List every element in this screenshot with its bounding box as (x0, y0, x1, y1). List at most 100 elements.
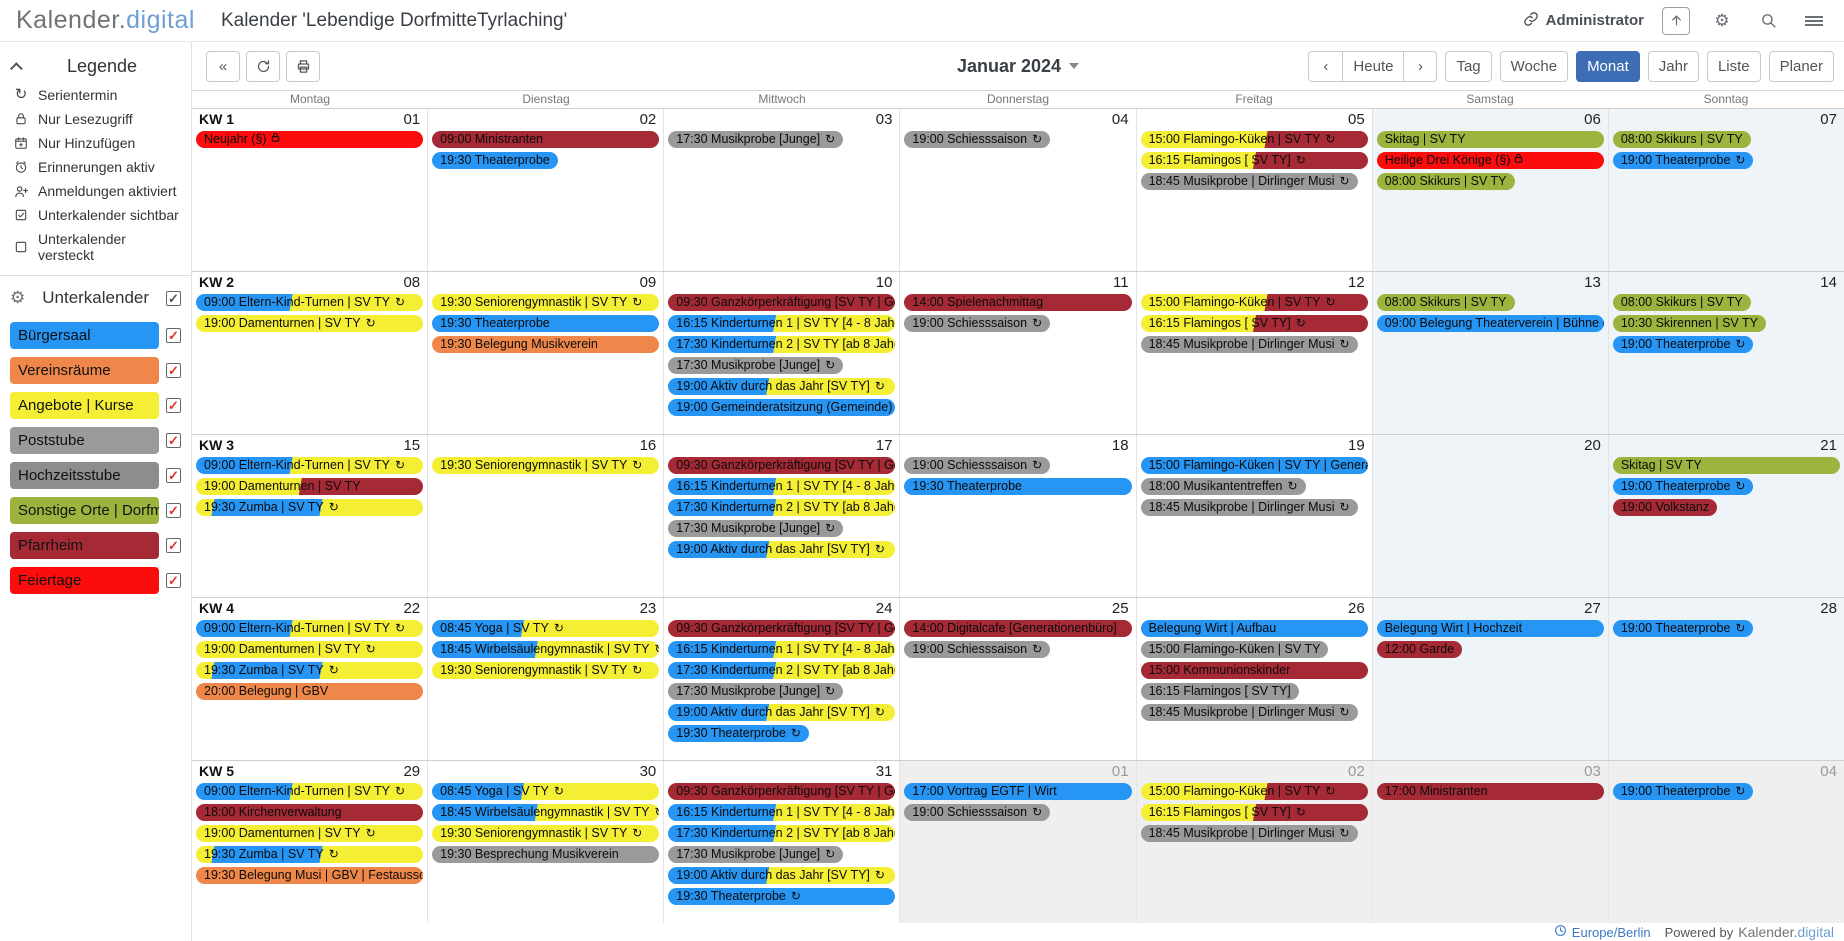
event-pill[interactable]: 19:30 Theaterprobe (432, 152, 558, 169)
view-button-jahr[interactable]: Jahr (1647, 50, 1699, 82)
subcalendar-item[interactable]: Sonstige Orte | Dorfm... ✓ (10, 497, 181, 524)
event-pill[interactable]: 19:00 Schiesssaison ↻ (904, 315, 1051, 332)
event-pill[interactable]: 19:00 Theaterprobe ↻ (1612, 336, 1754, 353)
event-pill[interactable]: 19:00 Aktiv durch das Jahr [SV TY] ↻ (668, 378, 896, 395)
event-pill[interactable]: 09:30 Ganzkörperkräftigung [SV TY | Gene… (668, 457, 896, 474)
event-pill[interactable]: 19:30 Theaterprobe ↻ (668, 888, 896, 905)
event-pill[interactable]: 10:30 Skirennen | SV TY (1612, 315, 1766, 332)
event-pill[interactable]: 12:00 Garde (1376, 641, 1463, 658)
event-pill[interactable]: Belegung Wirt | Hochzeit (1376, 620, 1604, 637)
event-pill[interactable]: 17:30 Musikprobe [Junge] ↻ (668, 846, 844, 863)
event-pill[interactable]: 15:00 Kommunionskinder (1140, 662, 1368, 679)
print-button[interactable] (286, 50, 320, 82)
event-pill[interactable]: 14:00 Digitalcafe [Generationenbüro] (904, 620, 1132, 637)
view-button-tag[interactable]: Tag (1445, 50, 1492, 82)
subcalendar-checkbox[interactable]: ✓ (166, 363, 181, 378)
day-cell[interactable]: KW 1 01 Neujahr (§) (192, 109, 429, 271)
event-pill[interactable]: 18:45 Musikprobe | Dirlinger Musi ↻ (1140, 499, 1358, 516)
prev-month-button[interactable]: ‹ (1308, 50, 1343, 82)
subcalendar-checkbox[interactable]: ✓ (166, 538, 181, 553)
event-pill[interactable]: 09:00 Eltern-Kind-Turnen | SV TY ↻ (196, 294, 424, 311)
event-pill[interactable]: 16:15 Kinderturnen 1 | SV TY [4 - 8 Jahr… (668, 641, 896, 658)
event-pill[interactable]: 15:00 Flamingo-Küken | SV TY (1140, 641, 1329, 658)
event-pill[interactable]: 19:30 Seniorengymnastik | SV TY ↻ (432, 294, 660, 311)
event-pill[interactable]: 08:00 Skikurs | SV TY (1376, 173, 1515, 190)
day-cell[interactable]: KW 2 08 09:00 Eltern-Kind-Turnen | SV TY ↻ 1… (192, 272, 429, 434)
day-cell[interactable]: 02 15:00 Flamingo-Küken | SV TY ↻ 16:15 Fla… (1136, 761, 1373, 923)
day-cell[interactable]: 18 19:00 Schiesssaison ↻ 19:30 Theaterprobe (900, 435, 1137, 597)
subcalendar-item[interactable]: Vereinsräume ✓ (10, 357, 181, 384)
event-pill[interactable]: 19:30 Belegung Musikverein (432, 336, 660, 353)
app-logo[interactable]: Kalender.digital (16, 6, 195, 34)
event-pill[interactable]: 08:45 Yoga | SV TY ↻ (432, 620, 660, 637)
event-pill[interactable]: Skitag | SV TY (1376, 131, 1604, 148)
event-pill[interactable]: 09:00 Belegung Theaterverein | Bühne mal… (1376, 315, 1604, 332)
day-cell[interactable]: 10 09:30 Ganzkörperkräftigung [SV TY | Ge… (664, 272, 901, 434)
event-pill[interactable]: 19:30 Theaterprobe ↻ (668, 725, 809, 742)
day-cell[interactable]: 19 15:00 Flamingo-Küken | SV TY | General… (1137, 435, 1373, 597)
event-pill[interactable]: 16:15 Kinderturnen 1 | SV TY [4 - 8 Jahr… (668, 478, 896, 495)
day-cell[interactable]: 25 14:00 Digitalcafe [Generationenbüro] 19… (900, 598, 1137, 760)
search-icon[interactable] (1754, 7, 1782, 35)
event-pill[interactable]: 19:30 Besprechung Musikverein (432, 846, 660, 863)
event-pill[interactable]: 19:30 Belegung Musi | GBV | Festausschus… (196, 867, 424, 884)
event-pill[interactable]: 16:15 Flamingos [ SV TY] ↻ (1140, 315, 1368, 332)
event-pill[interactable]: 17:30 Musikprobe [Junge] ↻ (668, 520, 844, 537)
event-pill[interactable]: 09:00 Eltern-Kind-Turnen | SV TY ↻ (196, 620, 424, 637)
collapse-sidebar-button[interactable]: « (206, 50, 240, 82)
day-cell[interactable]: 05 15:00 Flamingo-Küken | SV TY ↻ 16:15 Fla… (1137, 109, 1373, 271)
event-pill[interactable]: 18:45 Musikprobe | Dirlinger Musi ↻ (1140, 704, 1358, 721)
event-pill[interactable]: 09:00 Eltern-Kind-Turnen | SV TY ↻ (196, 457, 424, 474)
event-pill[interactable]: 19:00 Theaterprobe ↻ (1612, 478, 1754, 495)
event-pill[interactable]: 16:15 Kinderturnen 1 | SV TY [4 - 8 Jahr… (668, 315, 896, 332)
day-cell[interactable]: 09 19:30 Seniorengymnastik | SV TY ↻ 19:30 … (428, 272, 665, 434)
event-pill[interactable]: 19:30 Seniorengymnastik | SV TY ↻ (432, 662, 660, 679)
event-pill[interactable]: 18:45 Wirbelsäulengymnastik | SV TY ↻ (432, 804, 660, 821)
event-pill[interactable]: 20:00 Belegung | GBV (196, 683, 424, 700)
event-pill[interactable]: 15:00 Flamingo-Küken | SV TY ↻ (1140, 783, 1368, 800)
event-pill[interactable]: 15:00 Flamingo-Küken | SV TY ↻ (1140, 131, 1368, 148)
event-pill[interactable]: 18:45 Wirbelsäulengymnastik | SV TY ↻ (432, 641, 660, 658)
subcalendar-item[interactable]: Feiertage ✓ (10, 567, 181, 594)
day-cell[interactable]: 14 08:00 Skikurs | SV TY 10:30 Skirennen |… (1608, 272, 1844, 434)
day-cell[interactable]: 03 17:00 Ministranten (1372, 761, 1609, 923)
day-cell[interactable]: 12 15:00 Flamingo-Küken | SV TY ↻ 16:15 Fla… (1137, 272, 1373, 434)
view-button-planer[interactable]: Planer (1768, 50, 1834, 82)
event-pill[interactable]: 17:00 Vortrag EGTF | Wirt (904, 783, 1132, 800)
subcalendar-checkbox[interactable]: ✓ (166, 398, 181, 413)
event-pill[interactable]: 19:30 Theaterprobe (432, 315, 660, 332)
event-pill[interactable]: 17:30 Musikprobe [Junge] ↻ (668, 357, 844, 374)
event-pill[interactable]: 15:00 Flamingo-Küken | SV TY | Generalpr… (1140, 457, 1368, 474)
event-pill[interactable]: 18:00 Kirchenverwaltung (196, 804, 424, 821)
day-cell[interactable]: 01 17:00 Vortrag EGTF | Wirt 19:00 Schiess… (900, 761, 1137, 923)
event-pill[interactable]: 09:30 Ganzkörperkräftigung [SV TY | Gene… (668, 620, 896, 637)
day-cell[interactable]: 13 08:00 Skikurs | SV TY 09:00 Belegung Th… (1372, 272, 1609, 434)
day-cell[interactable]: 02 09:00 Ministranten 19:30 Theaterprobe (428, 109, 665, 271)
event-pill[interactable]: 19:00 Damenturnen | SV TY ↻ (196, 641, 424, 658)
view-button-woche[interactable]: Woche (1499, 50, 1569, 82)
day-cell[interactable]: 20 (1372, 435, 1609, 597)
day-cell[interactable]: 31 09:30 Ganzkörperkräftigung [SV TY | Ge… (664, 761, 901, 923)
subcalendar-checkbox[interactable]: ✓ (166, 328, 181, 343)
subcalendar-item[interactable]: Poststube ✓ (10, 427, 181, 454)
day-cell[interactable]: 11 14:00 Spielenachmittag 19:00 Schiesssai… (900, 272, 1137, 434)
event-pill[interactable]: 16:15 Flamingos [ SV TY] ↻ (1140, 804, 1368, 821)
administrator-menu[interactable]: Administrator (1523, 11, 1644, 31)
day-cell[interactable]: 06 Skitag | SV TY Heilige Drei Könige (§) 0… (1372, 109, 1609, 271)
subcalendar-settings-icon[interactable]: ⚙ (10, 288, 26, 307)
event-pill[interactable]: 17:30 Kinderturnen 2 | SV TY [ab 8 Jahre… (668, 336, 896, 353)
event-pill[interactable]: 19:00 Theaterprobe ↻ (1612, 620, 1754, 637)
day-cell[interactable]: 04 19:00 Schiesssaison ↻ (900, 109, 1137, 271)
event-pill[interactable]: 19:00 Theaterprobe ↻ (1612, 152, 1754, 169)
event-pill[interactable]: 18:00 Musikantentreffen ↻ (1140, 478, 1306, 495)
subcalendar-item[interactable]: Pfarrheim ✓ (10, 532, 181, 559)
subcalendar-checkbox[interactable]: ✓ (166, 573, 181, 588)
event-pill[interactable]: 19:00 Schiesssaison ↻ (904, 641, 1051, 658)
subcalendar-item[interactable]: Angebote | Kurse ✓ (10, 392, 181, 419)
subcalendar-checkbox[interactable]: ✓ (166, 503, 181, 518)
event-pill[interactable]: 19:30 Zumba | SV TY ↻ (196, 846, 424, 863)
subcalendar-item[interactable]: Hochzeitsstube ✓ (10, 462, 181, 489)
event-pill[interactable]: 19:00 Theaterprobe ↻ (1612, 783, 1754, 800)
menu-icon[interactable] (1800, 7, 1828, 35)
event-pill[interactable]: 17:30 Musikprobe [Junge] ↻ (668, 683, 844, 700)
